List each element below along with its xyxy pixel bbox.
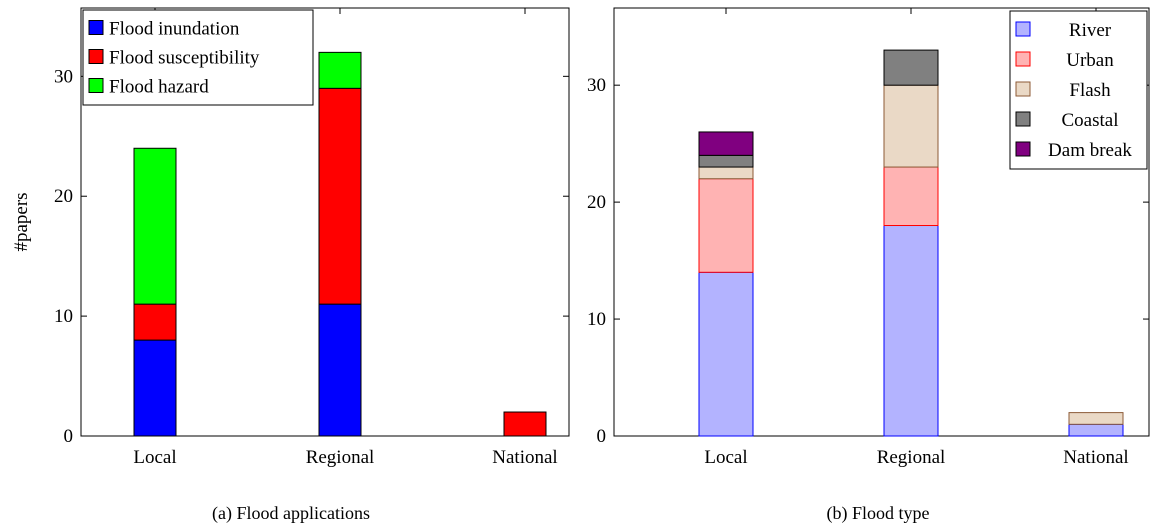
bar-segment <box>318 51 362 89</box>
bar-segment <box>698 154 754 168</box>
chart-b: 0 10 20 30 Local Regional National River Urban Fl… <box>587 7 1150 524</box>
y-tick-label: 10 <box>587 309 606 330</box>
plot-frame <box>613 7 1150 437</box>
y-tick-label: 20 <box>54 186 73 207</box>
x-tick-label: National <box>1063 447 1128 468</box>
chart-caption: (a) Flood applications <box>212 503 370 524</box>
y-tick-label: 30 <box>587 75 606 96</box>
legend: Flood inundation Flood susceptibility Floo… <box>82 9 314 106</box>
legend-box <box>1009 10 1148 170</box>
legend-box <box>82 9 314 106</box>
legend-swatch <box>88 49 104 64</box>
bar-segment <box>698 271 754 437</box>
y-tick-label: 0 <box>597 426 607 447</box>
bar-segment <box>698 131 754 156</box>
bar-segment <box>1068 412 1124 425</box>
bar-segment <box>883 84 939 168</box>
legend-label: Flood hazard <box>109 77 209 98</box>
legend-label: Flood inundation <box>109 19 240 40</box>
bar-segment <box>883 225 939 437</box>
bar-segment <box>133 339 177 437</box>
bar-segment <box>883 166 939 227</box>
y-tick-label: 10 <box>54 306 73 327</box>
y-tick-label: 0 <box>64 426 74 447</box>
legend-label: Urban <box>1066 50 1114 71</box>
x-tick-label: National <box>492 447 557 468</box>
y-tick-label: 20 <box>587 192 606 213</box>
legend-swatch <box>88 78 104 93</box>
legend-swatch <box>1015 51 1031 67</box>
bar-segment <box>318 303 362 437</box>
legend-swatch <box>1015 81 1031 97</box>
bar-segment <box>698 178 754 273</box>
legend-label: Flash <box>1069 80 1111 101</box>
y-axis-title: #papers <box>11 192 32 251</box>
y-tick-label: 30 <box>54 66 73 87</box>
legend: River Urban Flash Coastal Dam break <box>1009 10 1148 170</box>
bar-segment <box>133 147 177 305</box>
legend-swatch <box>88 20 104 35</box>
bar-segment <box>698 166 754 180</box>
legend-swatch <box>1015 21 1031 37</box>
legend-label: River <box>1069 20 1112 41</box>
x-tick-label: Local <box>133 447 176 468</box>
legend-swatch <box>1015 111 1031 127</box>
legend-label: Flood susceptibility <box>109 48 260 69</box>
bar-segment <box>1068 423 1124 437</box>
bar-segment <box>883 49 939 86</box>
chart-caption: (b) Flood type <box>827 503 930 524</box>
bar-segment <box>503 411 547 437</box>
bar-segment <box>318 87 362 305</box>
legend-label: Coastal <box>1062 110 1119 131</box>
bar-segment <box>133 303 177 341</box>
x-tick-label: Regional <box>877 447 946 468</box>
x-tick-label: Local <box>704 447 747 468</box>
chart-a: 0 10 20 30 Local Regional National #papers Flood… <box>11 7 570 524</box>
legend-swatch <box>1015 141 1031 157</box>
legend-label: Dam break <box>1048 140 1132 161</box>
x-tick-label: Regional <box>306 447 375 468</box>
